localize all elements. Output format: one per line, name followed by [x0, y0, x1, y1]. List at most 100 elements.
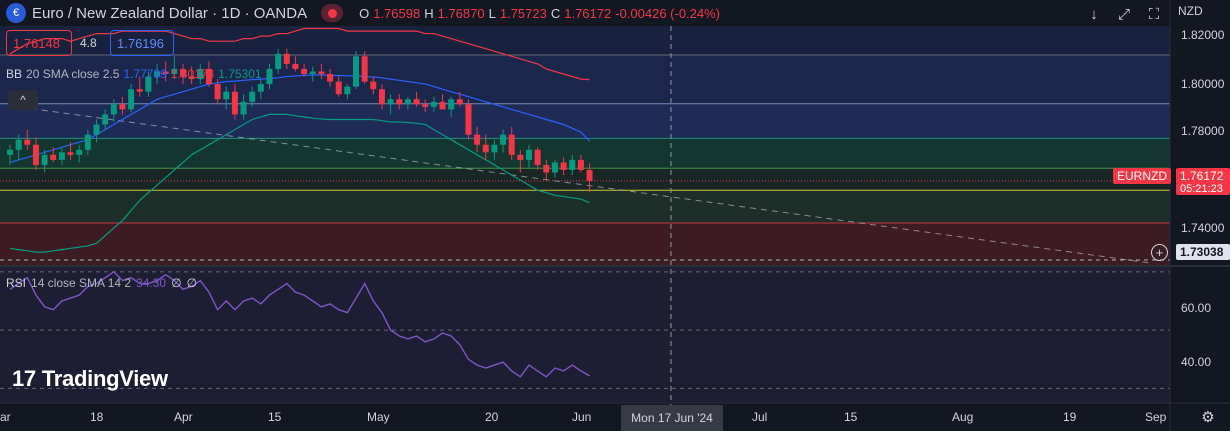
candle-body — [370, 81, 377, 90]
bb-lower-value: 1.75301 — [218, 67, 262, 81]
candle-body — [439, 101, 446, 110]
buy-button[interactable]: 1.76196 — [110, 30, 174, 56]
candle-body — [266, 68, 273, 85]
bb-name: BB — [6, 67, 23, 81]
ohlc-values: O 1.76598 H 1.76870 L 1.75723 C 1.76172 -0.0… — [359, 6, 720, 21]
candle-body — [145, 76, 152, 92]
gear-icon[interactable]: ⚙ — [1201, 409, 1215, 426]
bb-upper-band — [9, 27, 590, 81]
market-status-icon[interactable] — [321, 4, 344, 22]
rsi-axis-label: 60.00 — [1181, 301, 1212, 315]
candle-body — [93, 124, 100, 135]
candle-body — [508, 134, 515, 155]
candle-body — [318, 71, 325, 74]
bb-basis-line — [9, 74, 591, 163]
ohlc-open-label: O — [359, 5, 370, 21]
zone-band — [0, 190, 1170, 224]
candle-body — [491, 144, 498, 153]
candle-body — [58, 152, 65, 160]
candle-body — [223, 91, 230, 100]
candle-body — [430, 101, 437, 107]
bb-indicator-legend[interactable]: BB 20 SMA close 2.5 1.77739 1.80178 1.75… — [6, 67, 262, 81]
candle-body — [456, 99, 463, 105]
price-axis-label: 1.78000 — [1181, 124, 1225, 138]
time-axis-label: Apr — [174, 410, 193, 424]
fullscreen-icon[interactable]: ⛶ — [1148, 5, 1160, 23]
rsi-indicator-legend[interactable]: RSI 14 close SMA 14 2 34.30 ∅ ∅ — [6, 276, 197, 290]
trend-line — [19, 106, 1151, 264]
tradingview-mark-icon: 17 — [12, 366, 36, 391]
collapse-legend-button[interactable]: ^ — [8, 90, 38, 110]
candle-body — [283, 53, 290, 64]
candle-body — [249, 91, 256, 102]
candle-body — [543, 164, 550, 173]
time-axis-label: 20 — [485, 410, 499, 424]
candle-body — [292, 63, 299, 69]
candle-body — [335, 81, 342, 95]
time-axis-label: 15 — [268, 410, 282, 424]
candle-body — [32, 144, 39, 165]
price-axis-label: 1.74000 — [1181, 221, 1225, 235]
candle-body — [396, 99, 403, 105]
time-axis-label: May — [367, 410, 390, 424]
time-axis-label: Jun — [572, 410, 592, 424]
flag-icon: € — [6, 3, 26, 23]
zone-band — [0, 138, 1170, 169]
candle-body — [534, 149, 541, 165]
bb-basis-value: 1.77739 — [123, 67, 167, 81]
price-axis-label: 1.80000 — [1181, 77, 1225, 91]
candle-body — [301, 68, 308, 74]
zone-band — [0, 103, 1170, 139]
currency-selector[interactable]: NZD — [1178, 4, 1203, 18]
plus-icon[interactable]: + — [1151, 244, 1168, 261]
candle-body — [586, 170, 593, 181]
horizontal-line-price-tag: 1.73038 — [1176, 244, 1230, 260]
candle-body — [24, 139, 31, 145]
price-axis-label: 1.82000 — [1181, 28, 1225, 42]
candle-body — [136, 89, 143, 92]
tradingview-text: TradingView — [41, 366, 168, 391]
candle-body — [275, 53, 282, 69]
candle-body — [551, 162, 558, 173]
candle-body — [15, 139, 22, 150]
crosshair-date-label: Mon 17 Jun '24 — [621, 405, 723, 431]
candle-body — [465, 104, 472, 135]
candle-body — [119, 104, 126, 110]
arrow-down-icon[interactable]: ↓ — [1090, 5, 1098, 23]
candle-body — [327, 74, 334, 82]
symbol-price-tag: EURNZD — [1113, 168, 1171, 184]
tradingview-logo[interactable]: 17 TradingView — [12, 366, 168, 392]
candle-body — [517, 154, 524, 160]
ohlc-open-value: 1.76598 — [373, 5, 421, 21]
candle-body — [577, 159, 584, 170]
symbol-title[interactable]: Euro / New Zealand Dollar · 1D · OANDA — [32, 4, 308, 22]
sell-button[interactable]: 1.76148 — [6, 30, 72, 56]
time-axis-label: ar — [0, 410, 11, 424]
last-price-tag: 1.76172 — [1176, 168, 1230, 184]
candle-body — [378, 89, 385, 105]
candle-body — [448, 99, 455, 110]
expand-icon[interactable]: ⤢ — [1117, 5, 1130, 23]
candle-body — [474, 134, 481, 145]
zone-band — [0, 168, 1170, 191]
time-axis-label: 18 — [90, 410, 104, 424]
bar-countdown-tag: 05:21:23 — [1176, 183, 1230, 195]
rsi-name: RSI — [6, 276, 27, 290]
spread-value: 4.8 — [80, 36, 97, 50]
candle-body — [482, 144, 489, 153]
candle-body — [197, 68, 204, 80]
candle-body — [188, 76, 195, 80]
rsi-pane-background — [0, 266, 1170, 403]
candle-body — [110, 104, 117, 115]
time-axis-label: Jul — [752, 410, 768, 424]
rsi-ma-value: ∅ — [171, 276, 182, 290]
candle-body — [7, 149, 13, 155]
candle-body — [240, 101, 247, 115]
candle-body — [50, 154, 57, 160]
chart-header: € Euro / New Zealand Dollar · 1D · OANDA… — [6, 2, 720, 24]
rsi-line — [9, 270, 590, 378]
candle-body — [257, 84, 264, 92]
candle-body — [344, 86, 351, 95]
